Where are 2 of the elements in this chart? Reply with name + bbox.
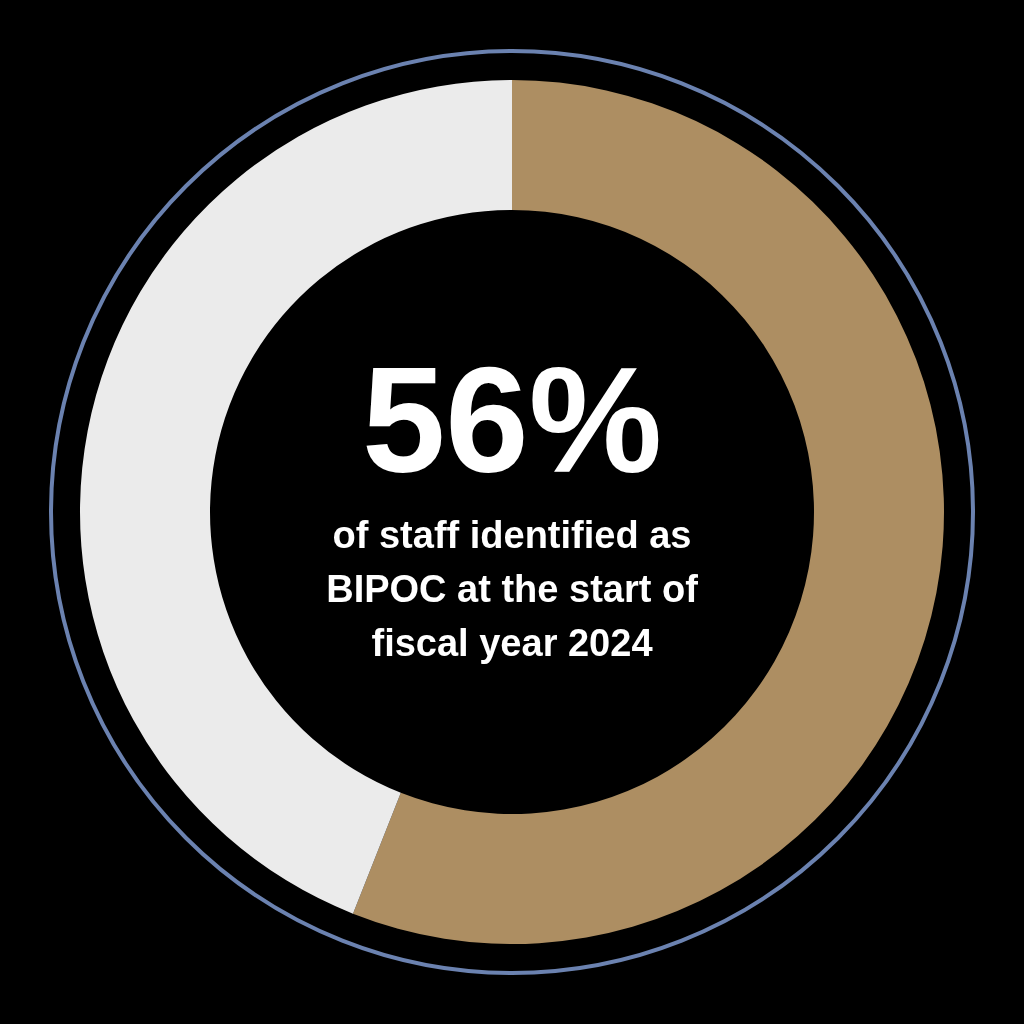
text: 56%: [361, 336, 663, 504]
text: of staff identified as BIPOC at the start of fiscal year 2024: [326, 514, 699, 664]
